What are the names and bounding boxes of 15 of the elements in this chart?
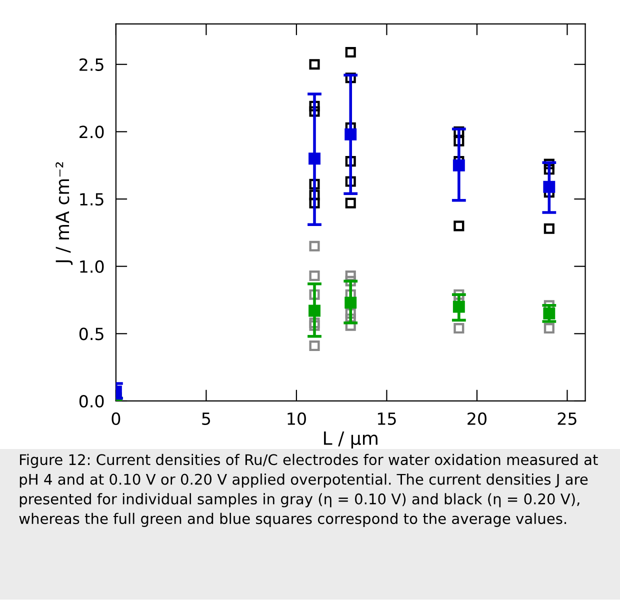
x-tick-label: 15 [378,412,396,425]
y-tick-label: 1.0 [80,260,104,273]
y-tick-label: 1.5 [80,193,104,206]
x-tick-label: 0 [112,412,120,425]
x-tick-label: 10 [288,412,306,425]
y-axis-title: J / mA cm⁻² [56,162,73,265]
x-tick-label: 20 [468,412,486,425]
y-tick-label: 2.5 [80,58,104,71]
y-tick-label: 2.0 [80,126,104,138]
y-tick-label: 0.0 [79,394,104,408]
x-tick-label: 5 [202,412,210,425]
x-tick-label: 25 [558,412,576,425]
caption: Figure 12: Current densities of Ru/C electrodes for water oxidation measured at pH 4 and at 0.10 V or 0.20 V applied overpotential. The current densities J are presented for individual samples in gray (η = 0.10 V) and black (η = 0.20 V), whereas the full green and blue squares correspond to the average values. [19,454,598,527]
y-tick-label: 0.5 [79,328,104,340]
x-axis-title: L / µm [324,432,378,448]
